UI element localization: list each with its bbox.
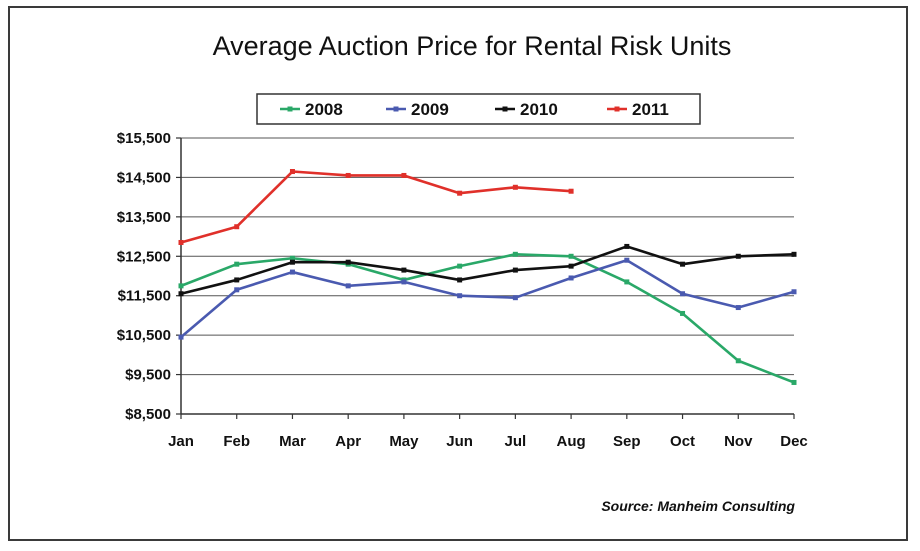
y-tick-label: $14,500 xyxy=(117,169,171,186)
x-tick-label: Jan xyxy=(168,433,194,450)
chart-title: Average Auction Price for Rental Risk Un… xyxy=(213,31,732,61)
series-line xyxy=(180,253,795,384)
y-axis-ticks: $8,500 $9,500 $10,500 $11,500 $12,500 $13,500… xyxy=(117,130,181,423)
data-point xyxy=(512,184,518,190)
x-tick-label: Aug xyxy=(557,433,586,450)
legend-marker xyxy=(502,106,508,112)
legend-label: 2008 xyxy=(305,100,343,119)
data-point xyxy=(568,188,574,194)
data-point xyxy=(624,243,630,249)
data-point xyxy=(234,261,240,267)
legend-entry-2010: 2010 xyxy=(495,100,558,119)
x-tick-label: Mar xyxy=(279,433,306,450)
legend-entry-2011: 2011 xyxy=(607,100,669,119)
data-point xyxy=(289,259,295,265)
x-tick-label: May xyxy=(389,433,419,450)
data-point xyxy=(234,224,240,230)
data-point xyxy=(345,172,351,178)
legend-marker xyxy=(393,106,399,112)
series-2008 xyxy=(178,251,797,385)
x-tick-label: Feb xyxy=(223,433,250,450)
data-point xyxy=(345,283,351,289)
data-point xyxy=(735,358,741,364)
data-point xyxy=(234,287,240,293)
data-point xyxy=(457,263,463,269)
series-2009 xyxy=(178,257,797,340)
data-point xyxy=(401,279,407,285)
data-point xyxy=(512,251,518,257)
data-point xyxy=(512,295,518,301)
series-line xyxy=(180,258,795,339)
y-tick-label: $13,500 xyxy=(117,209,171,226)
data-point xyxy=(791,379,797,385)
data-point xyxy=(791,251,797,257)
data-point xyxy=(624,279,630,285)
data-point xyxy=(289,169,295,175)
y-tick-label: $9,500 xyxy=(125,367,171,384)
y-tick-label: $12,500 xyxy=(117,248,171,265)
y-tick-label: $10,500 xyxy=(117,327,171,344)
series-line xyxy=(180,245,795,296)
x-tick-label: Oct xyxy=(670,433,695,450)
data-point xyxy=(401,172,407,178)
x-tick-label: Jun xyxy=(446,433,473,450)
data-point xyxy=(680,291,686,297)
x-tick-label: Jul xyxy=(505,433,527,450)
source-note: Source: Manheim Consulting xyxy=(601,498,795,514)
data-point xyxy=(791,289,797,295)
data-point xyxy=(345,259,351,265)
data-point xyxy=(568,275,574,281)
series-line xyxy=(180,170,572,244)
y-tick-label: $8,500 xyxy=(125,406,171,423)
data-point xyxy=(568,263,574,269)
data-point xyxy=(289,255,295,261)
legend: 2008 2009 2010 2011 xyxy=(256,93,701,125)
y-tick-label: $15,500 xyxy=(117,130,171,147)
x-tick-label: Apr xyxy=(335,433,361,450)
legend-marker xyxy=(614,106,620,112)
data-point xyxy=(289,269,295,275)
data-point xyxy=(624,257,630,263)
data-point xyxy=(178,334,184,340)
series-2011 xyxy=(178,169,574,245)
data-point xyxy=(735,253,741,259)
data-point xyxy=(178,283,184,289)
data-point xyxy=(234,277,240,283)
x-tick-label: Nov xyxy=(724,433,753,450)
data-point xyxy=(568,253,574,259)
legend-marker xyxy=(287,106,293,112)
data-point xyxy=(680,310,686,316)
series-2010 xyxy=(178,243,797,297)
data-point xyxy=(512,267,518,273)
data-point xyxy=(457,293,463,299)
legend-label: 2009 xyxy=(411,100,449,119)
legend-label: 2010 xyxy=(520,100,558,119)
legend-label: 2011 xyxy=(632,100,669,119)
data-point xyxy=(178,239,184,245)
series-group xyxy=(178,169,797,385)
legend-entry-2009: 2009 xyxy=(386,100,449,119)
x-axis-ticks: Jan Feb Mar Apr May Jun Jul Aug Sep Oct Nov Dec xyxy=(168,414,808,450)
data-point xyxy=(680,261,686,267)
data-point xyxy=(457,190,463,196)
data-point xyxy=(457,277,463,283)
data-point xyxy=(735,305,741,311)
x-tick-label: Dec xyxy=(780,433,808,450)
x-tick-label: Sep xyxy=(613,433,641,450)
legend-entry-2008: 2008 xyxy=(280,100,343,119)
data-point xyxy=(178,291,184,297)
y-tick-label: $11,500 xyxy=(118,288,171,305)
data-point xyxy=(401,267,407,273)
